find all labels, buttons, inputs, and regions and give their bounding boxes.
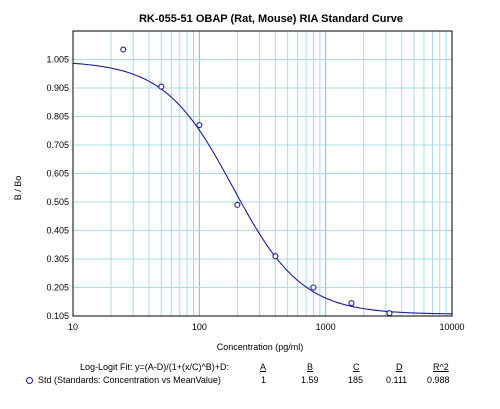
y-tick-label: 0.505: [46, 197, 69, 207]
fit-equation-label: Log-Logit Fit: y=(A-D)/(1+(x/C)^B)+D:: [80, 362, 230, 372]
data-points: [120, 46, 393, 317]
x-tick-label: 10: [68, 322, 78, 332]
y-tick-label: 0.405: [46, 226, 69, 236]
header-r-squared: R^2: [433, 362, 449, 372]
data-point: [272, 253, 279, 260]
fit-header-row: Log-Logit Fit: y=(A-D)/(1+(x/C)^B)+D: A …: [22, 361, 492, 374]
value-c: 185: [348, 375, 364, 385]
standard-curve-chart: RK-055-51 OBAP (Rat, Mouse) RIA Standard…: [13, 13, 465, 352]
y-tick-label: 0.105: [46, 311, 69, 321]
chart-title: RK-055-51 OBAP (Rat, Mouse) RIA Standard…: [139, 13, 403, 25]
data-point: [234, 201, 241, 208]
header-b: B: [307, 362, 314, 372]
fit-parameters-table: Log-Logit Fit: y=(A-D)/(1+(x/C)^B)+D: A …: [22, 361, 492, 387]
x-tick-labels: 10 100 1000 10000: [68, 322, 465, 332]
y-tick-label: 0.705: [46, 140, 69, 150]
value-r-squared: 0.988: [427, 375, 450, 385]
data-point: [158, 83, 165, 90]
header-c: C: [353, 362, 360, 372]
x-tick-label: 100: [192, 322, 207, 332]
fit-curve: [72, 62, 453, 315]
y-tick-label: 0.305: [46, 254, 69, 264]
x-tick-label: 1000: [316, 322, 336, 332]
data-point: [386, 310, 393, 317]
y-axis-label: B / Bo: [13, 176, 23, 201]
grid: [72, 31, 452, 317]
data-point: [120, 46, 127, 53]
value-a: 1: [261, 375, 267, 385]
circle-marker-icon: [26, 377, 33, 384]
data-point: [348, 300, 355, 307]
plot-frame: [72, 30, 453, 317]
data-point: [196, 122, 203, 129]
y-tick-label: 0.905: [46, 83, 69, 93]
fit-curve-line: [72, 62, 453, 315]
fit-values-row: Std (Standards: Concentration vs MeanVal…: [22, 374, 492, 387]
y-tick-label: 0.605: [46, 169, 69, 179]
y-tick-label: 1.005: [46, 55, 69, 65]
x-tick-label: 10000: [439, 322, 464, 332]
y-tick-label: 0.805: [46, 112, 69, 122]
header-d: D: [396, 362, 403, 372]
legend-series-label: Std (Standards: Concentration vs MeanVal…: [38, 375, 221, 385]
header-a: A: [260, 362, 267, 372]
y-tick-label: 0.205: [46, 283, 69, 293]
y-tick-labels: 0.105 0.205 0.305 0.405 0.505 0.605 0.705 0.805…: [46, 55, 69, 322]
x-axis-label: Concentration (pg/ml): [217, 342, 304, 352]
data-point: [310, 284, 317, 291]
value-d: 0.111: [386, 375, 408, 385]
value-b: 1.59: [301, 375, 319, 385]
